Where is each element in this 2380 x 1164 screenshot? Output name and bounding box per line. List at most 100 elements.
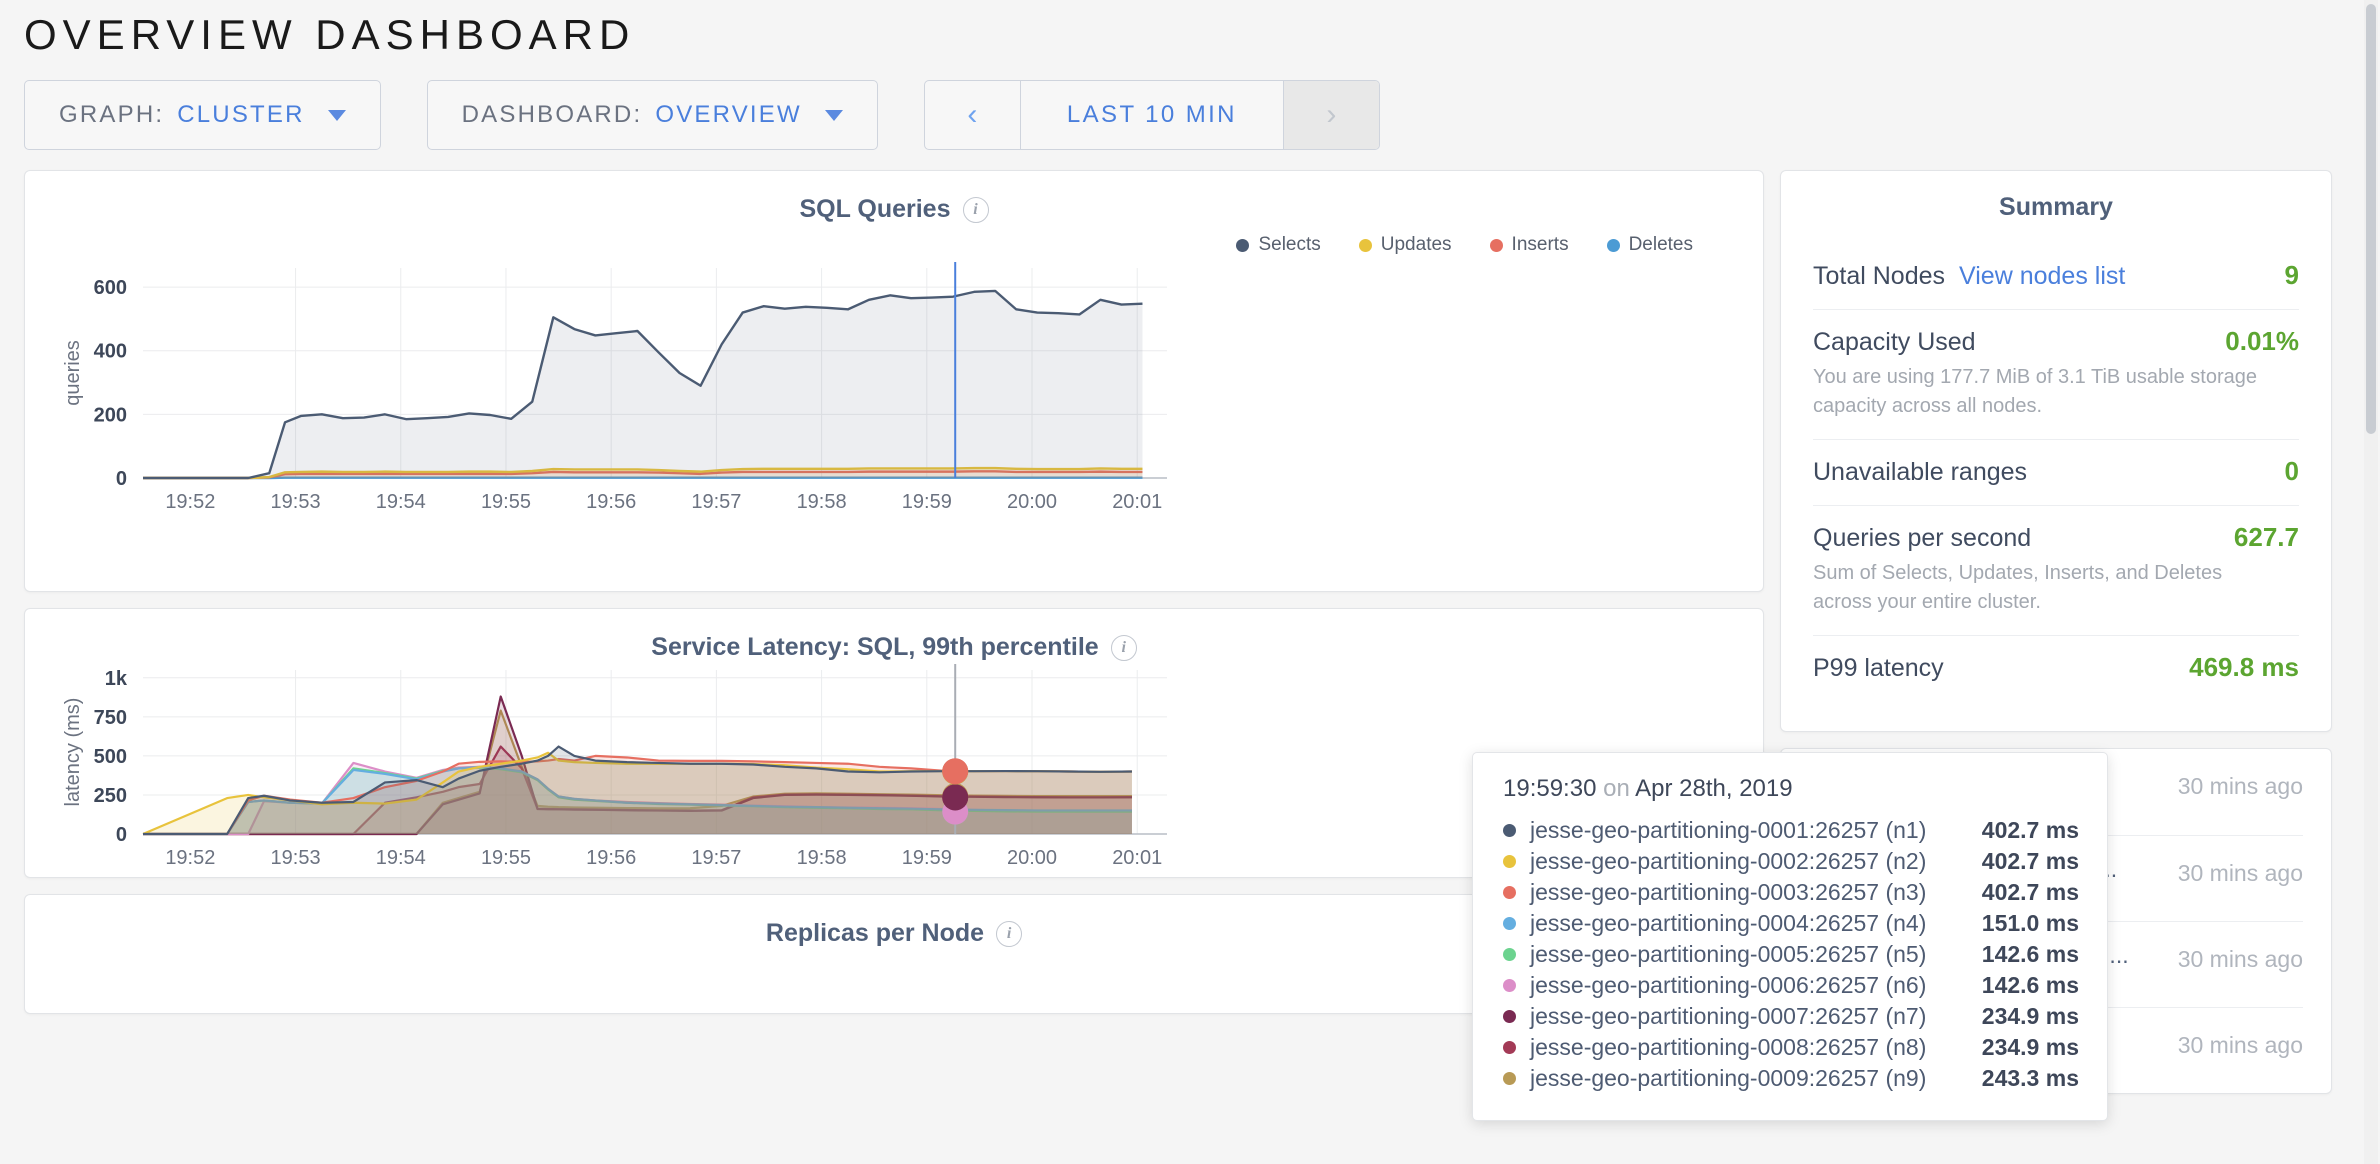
tooltip-row: jesse-geo-partitioning-0007:26257 (n7) 23… (1503, 1001, 2079, 1032)
svg-text:19:53: 19:53 (271, 847, 321, 869)
tooltip-row: jesse-geo-partitioning-0005:26257 (n5) 14… (1503, 939, 2079, 970)
summary-title: Summary (1999, 193, 2113, 222)
summary-rows: Total Nodes View nodes list 9 Capacity Used… (1813, 244, 2299, 701)
svg-text:19:59: 19:59 (902, 491, 952, 513)
tooltip-series-name: jesse-geo-partitioning-0009:26257 (n9) (1530, 1065, 1927, 1091)
tooltip-time: 19:59:30 (1503, 775, 1597, 802)
scrollbar-thumb[interactable] (2366, 4, 2376, 434)
summary-value: 627.7 (2233, 522, 2299, 553)
legend-dot-icon (1606, 238, 1620, 252)
series-dot-icon (1503, 979, 1516, 992)
summary-label: Queries per second (1813, 524, 2032, 553)
summary-row-head: Queries per second 627.7 (1813, 522, 2299, 553)
chart-tooltip: 19:59:30 on Apr 28th, 2019 jesse-geo-par… (1472, 752, 2108, 1121)
series-dot-icon (1503, 824, 1516, 837)
event-time: 30 mins ago (2177, 946, 2303, 973)
svg-text:19:57: 19:57 (691, 491, 741, 513)
legend-item[interactable]: Selects (1236, 234, 1321, 256)
svg-text:20:00: 20:00 (1007, 491, 1057, 513)
info-icon[interactable]: i (1110, 634, 1137, 661)
svg-text:500: 500 (94, 746, 127, 768)
event-time: 30 mins ago (2177, 773, 2303, 800)
svg-text:19:59: 19:59 (902, 847, 952, 869)
summary-card: Summary Total Nodes View nodes list 9 Capac… (1780, 170, 2332, 733)
summary-row: Total Nodes View nodes list 9 (1813, 244, 2299, 309)
tooltip-date: Apr 28th, 2019 (1635, 775, 1793, 802)
sql-queries-legend: Selects Updates Inserts Deletes (25, 224, 1763, 256)
tooltip-row: jesse-geo-partitioning-0006:26257 (n6) 14… (1503, 970, 2079, 1001)
svg-text:600: 600 (94, 277, 127, 299)
summary-row-head: P99 latency 469.8 ms (1813, 652, 2299, 683)
svg-text:250: 250 (94, 785, 127, 807)
time-range-selector: ‹ LAST 10 MIN › (923, 80, 1380, 151)
service-latency-title: Service Latency: SQL, 99th percentile i (25, 609, 1763, 662)
svg-text:0: 0 (116, 824, 127, 846)
chevron-down-icon (824, 109, 843, 121)
svg-text:19:52: 19:52 (165, 491, 215, 513)
tooltip-series-name: jesse-geo-partitioning-0008:26257 (n8) (1530, 1034, 1927, 1060)
summary-value: 0.01% (2225, 326, 2299, 357)
summary-row-head: Unavailable ranges 0 (1813, 456, 2299, 487)
dashboard-selector[interactable]: DASHBOARD: OVERVIEW (426, 80, 878, 151)
view-nodes-list-link[interactable]: View nodes list (1959, 262, 2126, 291)
time-range-value[interactable]: LAST 10 MIN (1066, 101, 1237, 129)
legend-label: Inserts (1511, 234, 1569, 256)
tooltip-row: jesse-geo-partitioning-0009:26257 (n9) 24… (1503, 1063, 2079, 1094)
page-scrollbar[interactable] (2364, 0, 2378, 1164)
tooltip-row: jesse-geo-partitioning-0003:26257 (n3) 40… (1503, 877, 2079, 908)
svg-text:19:54: 19:54 (376, 491, 426, 513)
summary-row: Capacity Used 0.01% You are using 177.7 Mi… (1813, 309, 2299, 439)
series-dot-icon (1503, 1072, 1516, 1085)
page-title: OVERVIEW DASHBOARD (24, 11, 636, 58)
dashboard-toolbar: GRAPH: CLUSTER DASHBOARD: OVERVIEW ‹ LAS… (24, 80, 2356, 151)
info-icon[interactable]: i (962, 196, 989, 223)
tooltip-series-value: 402.7 ms (1981, 879, 2079, 905)
legend-item[interactable]: Updates (1358, 234, 1452, 256)
tooltip-series-name: jesse-geo-partitioning-0001:26257 (n1) (1530, 817, 1927, 843)
tooltip-rows: jesse-geo-partitioning-0001:26257 (n1) 40… (1503, 815, 2079, 1094)
tooltip-on: on (1596, 775, 1636, 802)
tooltip-series-name: jesse-geo-partitioning-0003:26257 (n3) (1530, 879, 1927, 905)
svg-text:queries: queries (62, 341, 84, 407)
series-dot-icon (1503, 855, 1516, 868)
series-dot-icon (1503, 917, 1516, 930)
svg-text:19:55: 19:55 (481, 847, 531, 869)
summary-label: Unavailable ranges (1813, 458, 2028, 487)
svg-text:400: 400 (94, 341, 127, 363)
info-icon[interactable]: i (996, 920, 1023, 947)
sql-queries-card: SQL Queries i Selects Updates Inserts Delet… (24, 170, 1764, 593)
series-dot-icon (1503, 1010, 1516, 1023)
sql-queries-plot[interactable]: 0 200 400 600 queries 19:52 19:53 19:54 19:55 19:… (25, 256, 1763, 524)
sql-queries-title-text: SQL Queries (799, 195, 951, 224)
svg-text:latency (ms): latency (ms) (62, 698, 84, 807)
sql-queries-title: SQL Queries i (25, 171, 1763, 224)
tooltip-series-value: 142.6 ms (1981, 972, 2079, 998)
event-row[interactable]: Table Created: User root cr...30 mins ag… (1809, 749, 2303, 835)
series-dot-icon (1503, 1041, 1516, 1054)
tooltip-series-value: 234.9 ms (1981, 1034, 2079, 1060)
chevron-down-icon (327, 109, 346, 121)
tooltip-row: jesse-geo-partitioning-0008:26257 (n8) 23… (1503, 1032, 2079, 1063)
svg-text:19:56: 19:56 (586, 847, 636, 869)
summary-row: P99 latency 469.8 ms (1813, 635, 2299, 701)
tooltip-series-name: jesse-geo-partitioning-0004:26257 (n4) (1530, 910, 1927, 936)
legend-item[interactable]: Inserts (1489, 234, 1569, 256)
svg-text:19:52: 19:52 (165, 847, 215, 869)
dashboard-selector-label: DASHBOARD: (461, 101, 643, 129)
svg-text:19:54: 19:54 (376, 847, 426, 869)
tooltip-series-name: jesse-geo-partitioning-0006:26257 (n6) (1530, 972, 1927, 998)
service-latency-plot[interactable]: 0 250 500 750 1k latency (ms) 19:52 19:53 19:54 1… (25, 662, 1763, 880)
event-time: 30 mins ago (2177, 860, 2303, 887)
legend-item[interactable]: Deletes (1606, 234, 1693, 256)
legend-dot-icon (1236, 238, 1250, 252)
tooltip-series-value: 402.7 ms (1981, 817, 2079, 843)
next-time-range-button[interactable]: › (1282, 81, 1379, 150)
graph-selector[interactable]: GRAPH: CLUSTER (24, 80, 381, 151)
legend-label: Deletes (1628, 234, 1693, 256)
tooltip-series-name: jesse-geo-partitioning-0005:26257 (n5) (1530, 941, 1927, 967)
prev-time-range-button[interactable]: ‹ (925, 81, 1021, 150)
series-dot-icon (1503, 948, 1516, 961)
svg-text:19:53: 19:53 (271, 491, 321, 513)
svg-text:20:01: 20:01 (1112, 491, 1162, 513)
svg-text:1k: 1k (105, 668, 128, 690)
